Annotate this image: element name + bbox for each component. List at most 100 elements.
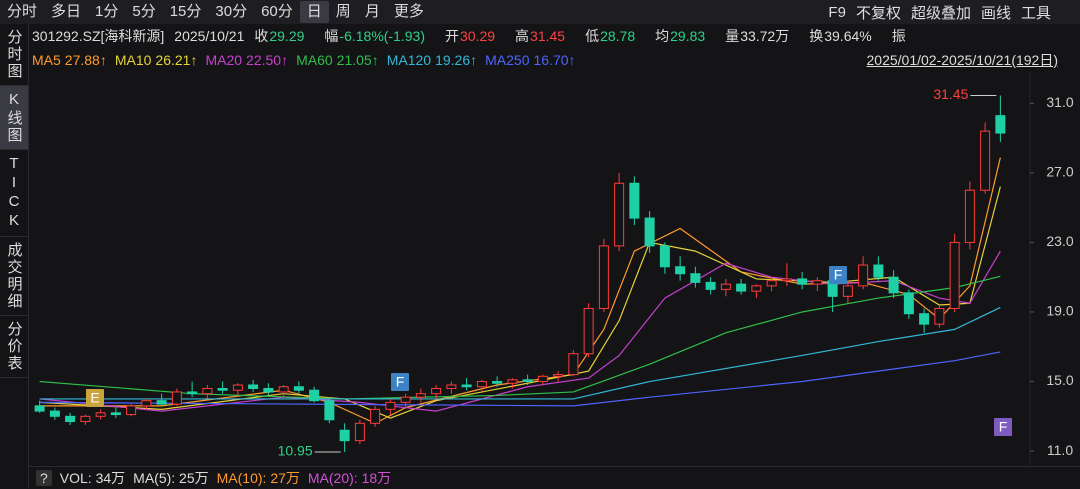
legend-name: MA5 [32, 52, 61, 68]
ma-legend: MA5 27.88↑ MA10 26.21↑ MA20 22.50↑ MA60 21.05↑ M… [32, 48, 584, 72]
toolbar-button[interactable]: 工具 [1020, 4, 1051, 22]
candle-body [370, 408, 381, 424]
toolbar-tab[interactable]: 15分 [169, 3, 202, 20]
volume-item: MA(20): 18万 [307, 470, 392, 486]
toolbar-tab[interactable]: 周 [335, 3, 351, 20]
side-tab[interactable]: 成交明细 [0, 237, 28, 316]
legend-name: MA10 [114, 52, 152, 68]
candle-body [736, 283, 747, 292]
quote-value: 28.78 [600, 28, 636, 44]
quote-value: -6.18%(-1.93) [339, 28, 425, 44]
ma-line [39, 351, 1001, 407]
candle-body [690, 273, 701, 283]
event-marker-label: F [999, 419, 1008, 435]
quote-item: 换39.64% [809, 26, 881, 46]
quote-item: 量33.72万 [725, 26, 799, 46]
legend-entry: MA60 21.05↑ [296, 52, 379, 68]
candle-body [873, 264, 884, 278]
candle-body [583, 307, 594, 355]
candle-body [171, 391, 182, 405]
candle-body [126, 405, 137, 416]
candle-body [964, 189, 975, 243]
legend-value: 22.50↑ [246, 52, 289, 68]
quote-value: 39.64% [824, 28, 872, 44]
candle-body [858, 264, 869, 287]
volume-item: MA(10): 27万 [216, 470, 300, 486]
legend-entry: MA10 26.21↑ [115, 52, 198, 68]
legend-name: MA20 [205, 52, 243, 68]
toolbar-tab[interactable]: 60分 [261, 3, 293, 20]
date-range[interactable]: 2025/01/02-2025/10/21(192日) [866, 52, 1058, 68]
y-tick-label: 31.0 [1046, 94, 1073, 110]
candle-body [49, 410, 60, 417]
toolbar-tab[interactable]: 分时 [7, 3, 38, 20]
toolbar-tab[interactable]: 月 [364, 3, 380, 20]
event-marker-label: E [90, 390, 99, 406]
quote-item: 高31.45 [515, 26, 575, 46]
side-tab[interactable]: 分时图 [0, 24, 28, 86]
toolbar-tab[interactable]: 更多 [393, 3, 424, 20]
toolbar-tab[interactable]: 日 [299, 1, 329, 23]
quote-label: 开 [445, 28, 459, 44]
legend-value: 21.05↑ [336, 52, 379, 68]
chart: 11.0 15.0 19.0 23.0 27.0 31.0 31.45 10.95 E F F F [34, 72, 1074, 465]
side-tab[interactable]: K线图 [0, 86, 28, 150]
candle-body [934, 307, 945, 325]
event-marker-label: F [834, 267, 843, 283]
candle-body [263, 387, 274, 393]
quote-value: 29.29 [269, 28, 305, 44]
candle-body [522, 379, 533, 383]
candle-body [675, 266, 686, 275]
toolbar-tab[interactable]: 多日 [51, 3, 82, 20]
candle-body [95, 412, 106, 417]
event-marker [391, 373, 409, 391]
candle-body [644, 217, 655, 247]
candle-body [400, 396, 411, 403]
side-tabs: 分时图 K线图 TICK 成交明细 分价表 [0, 24, 29, 488]
candle-body [812, 280, 823, 285]
candle-body [919, 313, 930, 325]
toolbar-tab[interactable]: 1分 [95, 3, 119, 20]
legend-entry: MA120 19.26↑ [387, 52, 477, 68]
quote-label: 幅 [324, 28, 339, 44]
legend-value: 19.26↑ [435, 52, 478, 68]
candle-body [202, 387, 213, 395]
toolbar-button[interactable]: F9 [828, 3, 846, 21]
toolbar-button[interactable]: 超级叠加 [910, 4, 971, 22]
candle-body [568, 353, 579, 376]
legend-name: MA60 [296, 52, 333, 68]
candle-body [309, 389, 320, 402]
legend-entry: MA5 27.88↑ [32, 52, 107, 68]
ma-line [39, 275, 1001, 400]
side-tab[interactable]: TICK [0, 150, 28, 237]
side-tab[interactable]: 分价表 [0, 316, 28, 378]
quote-value: 33.72万 [740, 28, 790, 44]
quote-value: 29.83 [670, 28, 706, 44]
candle-body [217, 387, 228, 391]
volume-item: MA(5): 25万 [133, 470, 209, 486]
help-icon[interactable]: ? [36, 470, 52, 486]
candle-body [476, 381, 487, 388]
ma-line [39, 250, 1001, 412]
candle-body [248, 384, 259, 389]
candle-body [324, 400, 335, 421]
event-marker [829, 266, 847, 284]
quote-header: 301292.SZ[海科新源] 2025/10/21 收29.29 幅-6.18%(-… [32, 24, 927, 48]
candle-body [720, 283, 731, 290]
toolbar-tab[interactable]: 5分 [132, 3, 156, 20]
candle-body [80, 415, 91, 423]
toolbar-button[interactable]: 画线 [980, 4, 1011, 22]
candle-body [110, 412, 121, 416]
legend-value: 27.88↑ [64, 52, 107, 68]
toolbar-button[interactable]: 不复权 [855, 4, 901, 22]
legend-value: 16.70↑ [533, 52, 576, 68]
quote-value: 30.29 [460, 28, 496, 44]
candle-body [34, 405, 45, 412]
quote-value: 31.45 [530, 28, 566, 44]
quote-label: 换 [809, 28, 824, 44]
candle-body [629, 182, 640, 219]
quote-label: 低 [585, 28, 600, 44]
toolbar: 分时 多日 1分 5分 15分 30分 60分日周月更多 [0, 0, 1080, 24]
toolbar-tab[interactable]: 30分 [215, 3, 248, 20]
